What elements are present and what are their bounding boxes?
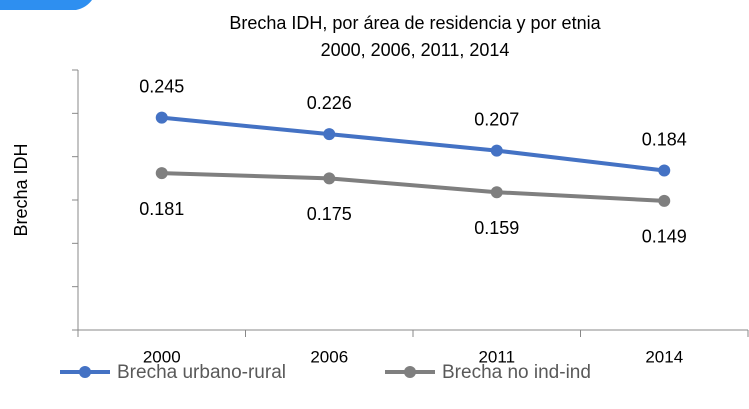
chart-subtitle: 2000, 2006, 2011, 2014	[321, 40, 510, 60]
point	[658, 194, 671, 207]
corner-decoration	[0, 0, 92, 10]
point	[490, 186, 503, 199]
point	[155, 111, 168, 124]
y-axis-label: Brecha IDH	[11, 143, 31, 236]
data-label: 0.184	[642, 129, 687, 149]
series-line	[161, 171, 665, 203]
x-tick-label: 2011	[478, 347, 515, 366]
point	[658, 164, 671, 177]
point	[155, 167, 168, 180]
data-label: 0.226	[307, 93, 352, 113]
data-label: 0.175	[307, 204, 352, 224]
x-tick-label: 2000	[143, 347, 181, 366]
data-label: 0.159	[474, 218, 519, 238]
series-line	[161, 115, 665, 173]
x-tick-label: 2006	[310, 347, 348, 366]
x-tick-label: 2014	[645, 347, 683, 366]
point	[323, 172, 336, 185]
legend-label: Brecha urbano-rural	[117, 362, 286, 383]
data-label: 0.181	[139, 199, 184, 219]
legend-marker	[79, 366, 91, 378]
point	[323, 128, 336, 141]
chart-title: Brecha IDH, por área de residencia y por…	[229, 13, 601, 33]
data-label: 0.245	[139, 76, 184, 96]
data-label: 0.149	[642, 227, 687, 247]
legend-marker	[404, 366, 416, 378]
data-label: 0.207	[474, 109, 519, 129]
point	[490, 144, 503, 157]
legend-label: Brecha no ind-ind	[442, 362, 591, 383]
